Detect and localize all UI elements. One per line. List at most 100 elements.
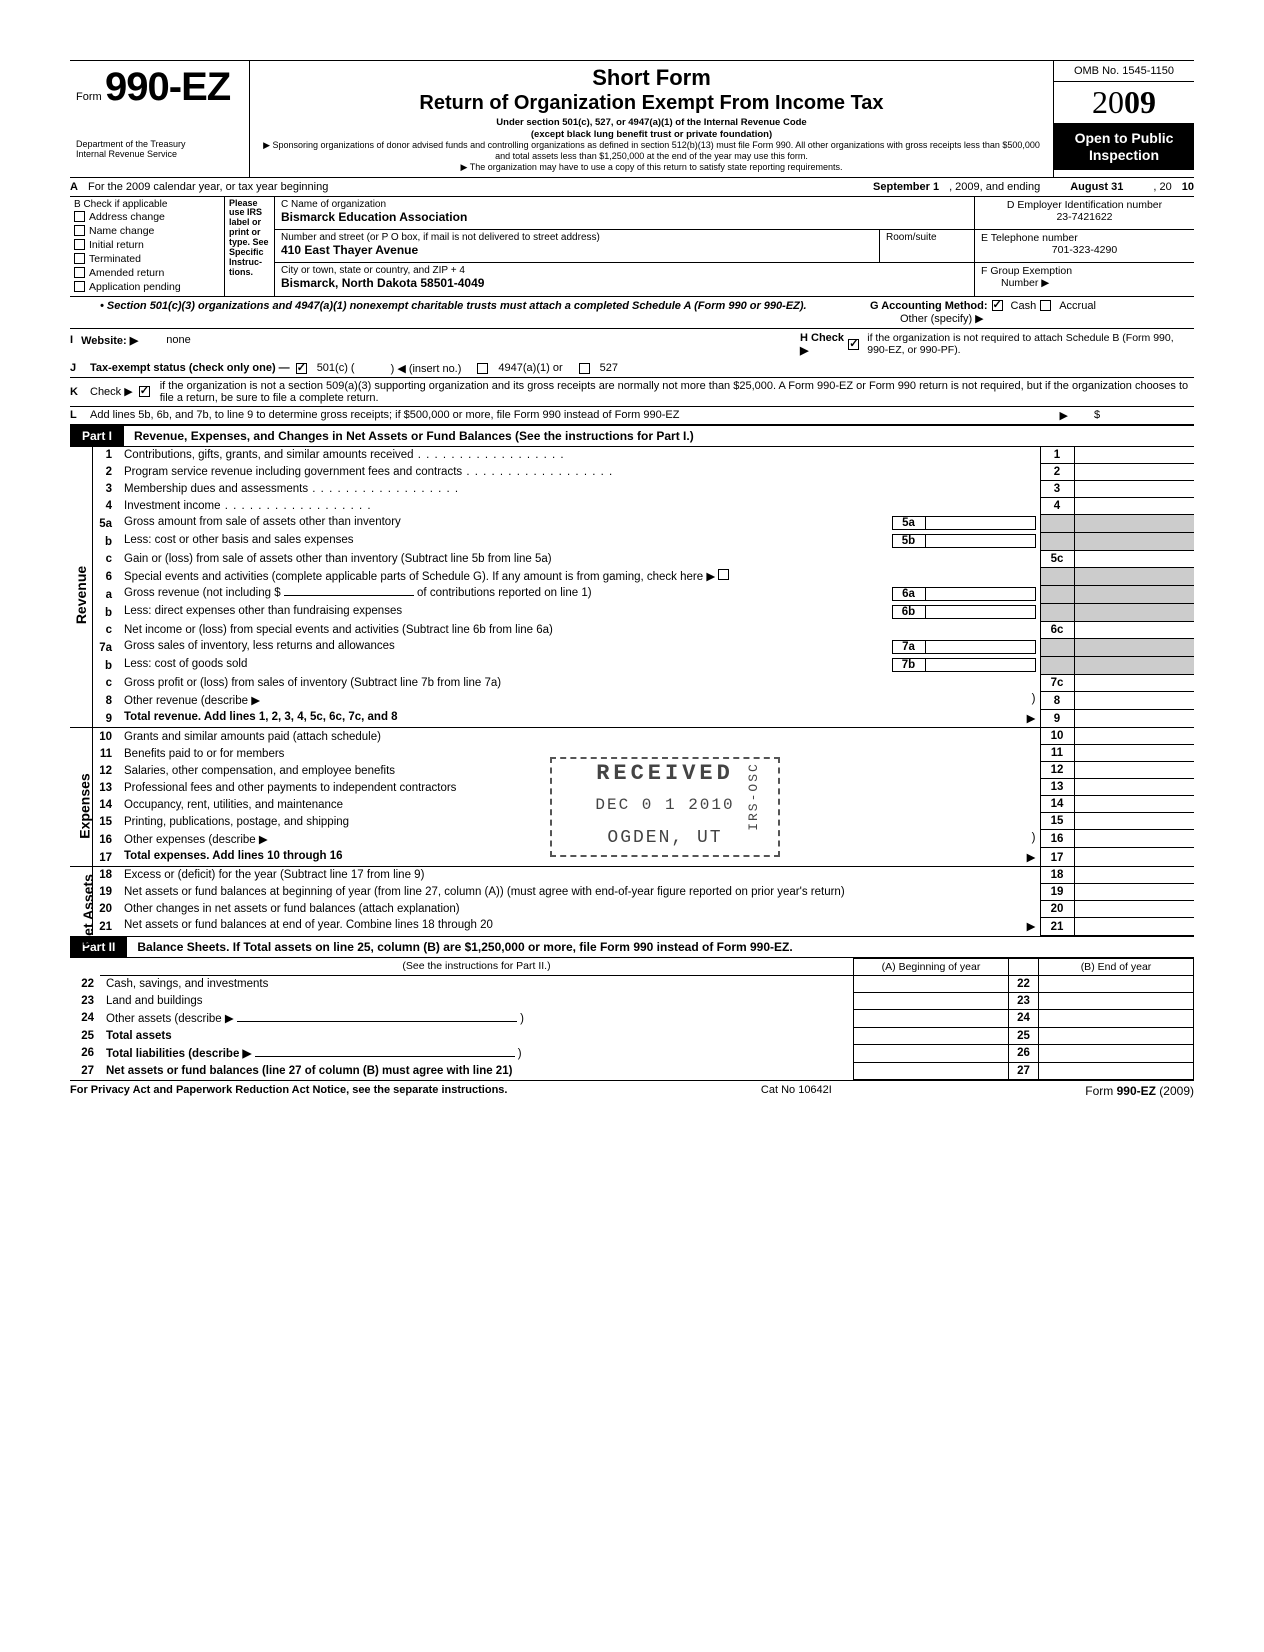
c-label: C Name of organization	[281, 199, 968, 210]
line13: Professional fees and other payments to …	[124, 782, 456, 794]
line5c: Gain or (loss) from sale of assets other…	[124, 553, 552, 565]
revenue-side-label: Revenue	[73, 565, 89, 623]
k-text: Check ▶	[90, 385, 133, 398]
line7a: Gross sales of inventory, less returns a…	[124, 640, 892, 654]
line17: Total expenses. Add lines 10 through 16	[124, 850, 343, 862]
ein-value: 23-7421622	[981, 211, 1188, 223]
line21: Net assets or fund balances at end of ye…	[124, 919, 493, 931]
line1: Contributions, gifts, grants, and simila…	[124, 449, 414, 461]
i-label: I	[70, 334, 73, 347]
website-value: none	[166, 334, 190, 347]
h-text: if the organization is not required to a…	[867, 332, 1188, 356]
part2-header: Part II Balance Sheets. If Total assets …	[70, 936, 1194, 958]
part2-title: Balance Sheets. If Total assets on line …	[127, 937, 802, 957]
tax-year: 2009	[1054, 82, 1194, 124]
j-insert: ) ◀ (insert no.)	[391, 362, 462, 375]
part1-table: Revenue 1Contributions, gifts, grants, a…	[70, 447, 1194, 936]
l-arrow: ▶	[1060, 409, 1068, 422]
line6a-pre: Gross revenue (not including $	[124, 587, 281, 599]
begin-date: September 1	[873, 181, 939, 193]
checkbox-527[interactable]	[579, 363, 590, 374]
checkbox-gaming[interactable]	[718, 569, 729, 580]
j-label: J	[70, 362, 84, 374]
col-a-header: (A) Beginning of year	[854, 958, 1009, 975]
label-name-change: Name change	[89, 225, 154, 237]
checkbox-501c[interactable]	[296, 363, 307, 374]
line9: Total revenue. Add lines 1, 2, 3, 4, 5c,…	[124, 711, 398, 723]
note1: Sponsoring organizations of donor advise…	[260, 140, 1043, 162]
line10: Grants and similar amounts paid (attach …	[124, 731, 381, 743]
l-text: Add lines 5b, 6b, and 7b, to line 9 to d…	[90, 409, 679, 421]
part1-header: Part I Revenue, Expenses, and Changes in…	[70, 425, 1194, 447]
bs26: Total liabilities (describe ▶	[106, 1048, 251, 1060]
line11: Benefits paid to or for members	[124, 748, 284, 760]
checkbox-4947[interactable]	[477, 363, 488, 374]
section-501-row: • Section 501(c)(3) organizations and 49…	[70, 297, 1194, 329]
f-label: F Group Exemption	[981, 265, 1188, 277]
accrual-label: Accrual	[1059, 300, 1096, 312]
line8: Other revenue (describe ▶	[124, 695, 260, 707]
header-center: Short Form Return of Organization Exempt…	[250, 61, 1054, 177]
addr-value: 410 East Thayer Avenue	[281, 243, 873, 257]
city-value: Bismarck, North Dakota 58501-4049	[281, 276, 968, 290]
line16: Other expenses (describe ▶	[124, 834, 268, 846]
suffix: , 20	[1153, 181, 1171, 193]
omb-number: OMB No. 1545-1150	[1054, 61, 1194, 82]
g-label: G Accounting Method:	[870, 300, 988, 312]
line18: Excess or (deficit) for the year (Subtra…	[124, 869, 424, 881]
end-year: 10	[1182, 181, 1194, 193]
checkbox-cash[interactable]	[992, 300, 1003, 311]
footer: For Privacy Act and Paperwork Reduction …	[70, 1080, 1194, 1098]
irs-label-text: Please use IRS label or print or type. S…	[229, 198, 269, 277]
label-a: A	[70, 181, 88, 193]
dept-text: Department of the Treasury Internal Reve…	[76, 140, 243, 160]
d-label: D Employer Identification number	[981, 199, 1188, 211]
checkbox-amended[interactable]	[74, 267, 85, 278]
checkbox-h[interactable]	[848, 339, 859, 350]
row-a: A For the 2009 calendar year, or tax yea…	[70, 178, 1194, 197]
footer-cat: Cat No 10642I	[761, 1084, 832, 1098]
line6a-post: of contributions reported on line 1)	[417, 587, 592, 599]
column-b: B Check if applicable Address change Nam…	[70, 197, 225, 296]
city-label: City or town, state or country, and ZIP …	[281, 265, 968, 276]
k-label: K	[70, 386, 84, 398]
checkbox-pending[interactable]	[74, 281, 85, 292]
f-number: Number ▶	[981, 277, 1188, 289]
form-number: 990-EZ	[105, 65, 230, 109]
h-label: H Check ▶	[800, 332, 844, 357]
line5b: Less: cost or other basis and sales expe…	[124, 534, 892, 548]
mid: , 2009, and ending	[949, 181, 1040, 193]
form-prefix: Form	[76, 91, 102, 103]
header-right: OMB No. 1545-1150 2009 Open to Public In…	[1054, 61, 1194, 177]
line14: Occupancy, rent, utilities, and maintena…	[124, 799, 343, 811]
checkbox-accrual[interactable]	[1040, 300, 1051, 311]
part2-tab: Part II	[70, 937, 127, 957]
label-terminated: Terminated	[89, 253, 141, 265]
j-opt1: 501(c) (	[317, 362, 355, 374]
checkbox-initial-return[interactable]	[74, 239, 85, 250]
section-501-text: • Section 501(c)(3) organizations and 49…	[100, 300, 864, 312]
part1-tab: Part I	[70, 426, 124, 446]
b-heading: B Check if applicable	[70, 199, 224, 210]
k-rest: if the organization is not a section 509…	[160, 380, 1194, 404]
checkbox-name-change[interactable]	[74, 225, 85, 236]
checkbox-k[interactable]	[139, 386, 150, 397]
line6c: Net income or (loss) from special events…	[124, 624, 553, 636]
checkbox-address-change[interactable]	[74, 211, 85, 222]
line-j: J Tax-exempt status (check only one) — 5…	[70, 360, 1194, 378]
part2-instr: (See the instructions for Part II.)	[100, 958, 854, 975]
subtitle1: Under section 501(c), 527, or 4947(a)(1)…	[496, 117, 806, 128]
note2: The organization may have to use a copy …	[260, 162, 1043, 173]
addr-label: Number and street (or P O box, if mail i…	[281, 232, 873, 243]
line7c: Gross profit or (loss) from sales of inv…	[124, 677, 501, 689]
bs24: Other assets (describe ▶	[106, 1013, 234, 1025]
main-title: Return of Organization Exempt From Incom…	[260, 91, 1043, 115]
col-cdef: C Name of organization Bismarck Educatio…	[275, 197, 1194, 296]
line12: Salaries, other compensation, and employ…	[124, 765, 395, 777]
footer-left: For Privacy Act and Paperwork Reduction …	[70, 1084, 507, 1098]
label-initial-return: Initial return	[89, 239, 144, 251]
checkbox-terminated[interactable]	[74, 253, 85, 264]
line7b: Less: cost of goods sold	[124, 658, 892, 672]
j-text: Tax-exempt status (check only one) —	[90, 362, 290, 374]
line6: Special events and activities (complete …	[124, 571, 715, 583]
